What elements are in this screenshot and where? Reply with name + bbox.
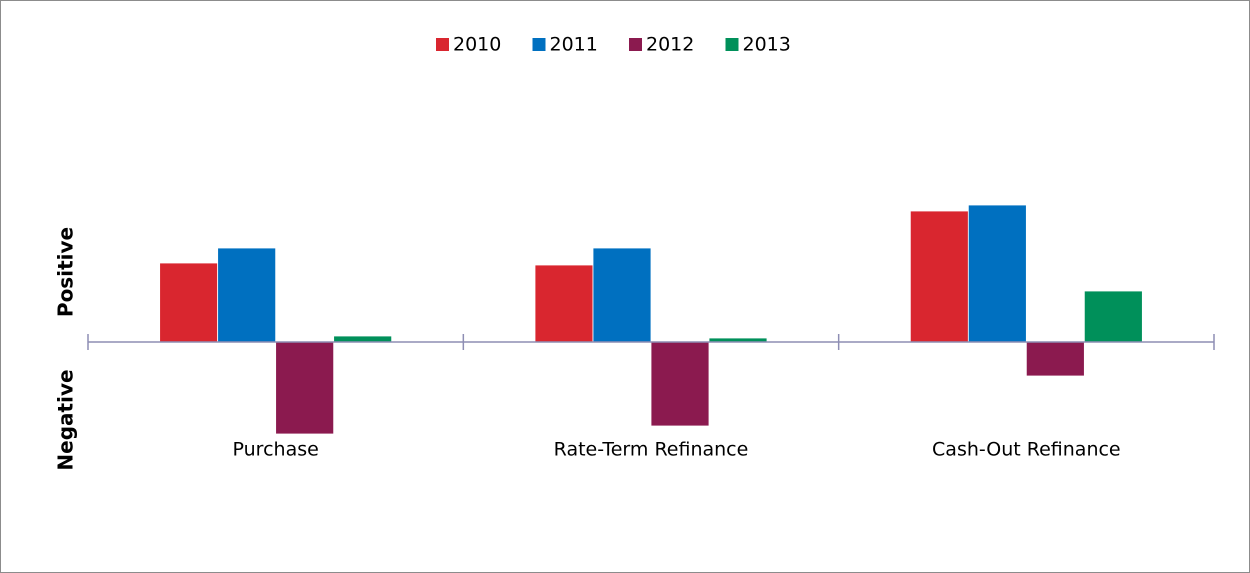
bar	[275, 341, 335, 435]
bar	[1025, 341, 1085, 377]
legend-label: 2012	[646, 34, 694, 56]
bar	[650, 341, 710, 427]
bar	[333, 335, 393, 343]
x-tick-label: Rate-Term Refinance	[554, 439, 749, 461]
bar	[159, 262, 219, 343]
y-label-negative: Negative	[54, 369, 78, 470]
bar	[592, 247, 652, 343]
legend-swatch	[436, 38, 449, 51]
legend-label: 2011	[550, 34, 598, 56]
x-tick-label: Purchase	[233, 439, 319, 461]
x-tick-label: Cash-Out Refinance	[932, 439, 1121, 461]
legend-swatch	[629, 38, 642, 51]
bar	[1083, 290, 1143, 343]
bar	[217, 247, 277, 343]
legend-swatch	[532, 38, 546, 51]
y-label-positive: Positive	[54, 227, 78, 317]
legend-label: 2010	[453, 34, 501, 56]
legend-swatch	[725, 38, 739, 51]
bar	[909, 210, 969, 343]
legend-label: 2013	[743, 34, 791, 56]
bar	[534, 264, 594, 343]
bar	[967, 204, 1027, 343]
